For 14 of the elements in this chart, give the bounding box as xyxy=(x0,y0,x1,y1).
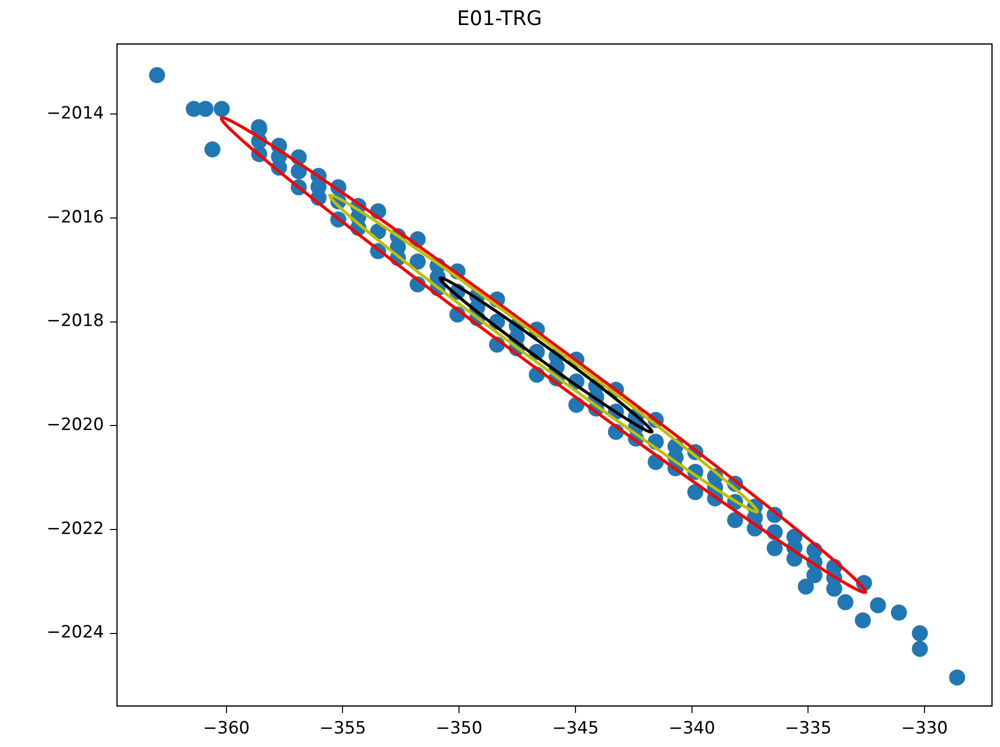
y-tick-label: −2016 xyxy=(46,207,104,228)
x-tick-label: −330 xyxy=(901,718,948,739)
y-tick-label: −2024 xyxy=(46,622,104,643)
y-tick-label: −2018 xyxy=(46,311,104,332)
x-tick-label: −350 xyxy=(436,718,482,739)
x-tick-label: −345 xyxy=(552,718,599,739)
y-tick-label: −2022 xyxy=(46,518,104,539)
x-tick-label: −340 xyxy=(668,718,716,739)
x-tick-label: −335 xyxy=(784,718,832,739)
y-tick-label: −2014 xyxy=(46,104,104,124)
chart-title: E01-TRG xyxy=(456,6,542,30)
y-tick-label: −2020 xyxy=(46,415,104,436)
x-tick-label: −355 xyxy=(319,718,366,739)
x-tick-label: −360 xyxy=(203,718,250,739)
